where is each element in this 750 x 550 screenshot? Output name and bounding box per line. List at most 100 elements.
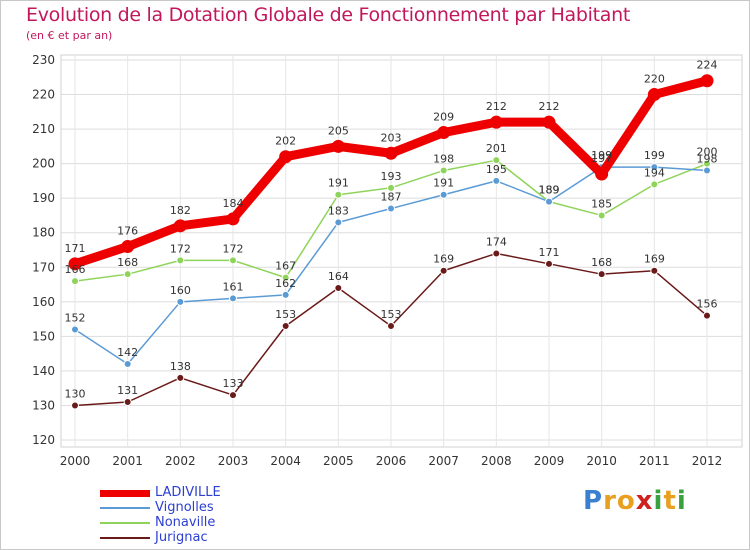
chart-subtitle: (en € et par an) xyxy=(26,29,113,42)
legend-swatch xyxy=(100,507,150,509)
data-label: 152 xyxy=(65,311,86,324)
data-point xyxy=(387,204,395,213)
data-label: 133 xyxy=(223,377,244,390)
line-chart: 120 130 140 150 160 170 180 190 200 210 220 230 2000… xyxy=(32,53,743,468)
data-point xyxy=(71,277,79,286)
x-tick-label: 2000 xyxy=(60,454,91,468)
data-label: 189 xyxy=(539,184,560,197)
data-label: 212 xyxy=(539,100,560,113)
x-tick-label: 2012 xyxy=(692,454,723,468)
data-point xyxy=(700,74,714,88)
data-point xyxy=(334,284,343,292)
data-label: 142 xyxy=(117,346,138,359)
data-point xyxy=(545,197,553,206)
data-point xyxy=(703,166,711,175)
x-tick-label: 2008 xyxy=(481,454,512,468)
logo-letter: x xyxy=(635,486,654,516)
y-tick-label: 120 xyxy=(32,433,55,447)
legend-label: Jurignac xyxy=(155,530,208,545)
y-tick-label: 190 xyxy=(32,191,55,205)
proxiti-logo: Proxiti xyxy=(583,486,687,516)
data-label: 171 xyxy=(539,246,560,259)
y-tick-label: 180 xyxy=(32,226,55,240)
data-label: 138 xyxy=(170,360,191,373)
data-point xyxy=(492,156,501,165)
data-label: 172 xyxy=(170,242,191,255)
logo-letter: t xyxy=(663,486,677,516)
data-point xyxy=(647,88,661,102)
data-point xyxy=(229,256,237,265)
data-point xyxy=(439,190,448,199)
data-label: 199 xyxy=(591,149,612,162)
data-point xyxy=(650,163,659,172)
y-tick-label: 140 xyxy=(32,364,55,378)
data-point xyxy=(334,190,343,199)
x-tick-label: 2001 xyxy=(112,454,143,468)
data-point xyxy=(173,219,187,233)
data-label: 197 xyxy=(591,152,612,165)
data-point xyxy=(123,270,132,279)
data-point xyxy=(176,297,185,306)
data-point xyxy=(492,249,501,258)
data-point xyxy=(68,257,82,271)
data-point xyxy=(121,240,135,254)
logo-letter: i xyxy=(676,486,687,516)
data-point xyxy=(226,212,240,226)
data-label: 153 xyxy=(381,308,402,321)
y-tick-label: 160 xyxy=(32,295,55,309)
logo-letter: i xyxy=(653,486,664,516)
legend-swatch xyxy=(100,490,150,497)
data-label: 156 xyxy=(697,298,718,311)
data-point xyxy=(279,150,293,164)
y-tick-label: 170 xyxy=(32,260,55,274)
data-label: 176 xyxy=(117,225,138,238)
data-label: 164 xyxy=(328,270,349,283)
data-point xyxy=(176,373,185,382)
data-label: 189 xyxy=(539,184,560,197)
data-label: 162 xyxy=(275,277,296,290)
data-label: 200 xyxy=(697,146,718,159)
y-tick-label: 220 xyxy=(32,88,55,102)
data-label: 205 xyxy=(328,124,349,137)
logo-letter: o xyxy=(616,486,636,516)
data-point xyxy=(597,211,606,220)
data-label: 182 xyxy=(170,204,191,217)
y-tick-label: 130 xyxy=(32,398,55,412)
data-point xyxy=(229,294,237,303)
data-label: 194 xyxy=(644,166,665,179)
data-label: 203 xyxy=(381,131,402,144)
data-label: 153 xyxy=(275,308,296,321)
x-tick-label: 2006 xyxy=(376,454,407,468)
data-point xyxy=(334,218,343,227)
legend-label: Nonaville xyxy=(155,515,216,530)
data-label: 187 xyxy=(381,191,402,204)
data-point xyxy=(489,115,503,129)
data-label: 202 xyxy=(275,135,296,148)
logo-letter: r xyxy=(603,486,617,516)
y-tick-label: 200 xyxy=(32,157,55,171)
data-point xyxy=(123,398,132,406)
data-label: 220 xyxy=(644,73,665,86)
x-tick-label: 2003 xyxy=(218,454,249,468)
x-tick-label: 2007 xyxy=(428,454,459,468)
y-tick-label: 150 xyxy=(32,329,55,343)
data-point xyxy=(703,311,711,320)
data-label: 191 xyxy=(433,177,454,190)
logo-letter: P xyxy=(583,486,604,516)
data-label: 130 xyxy=(65,387,86,400)
data-label: 184 xyxy=(223,197,244,210)
data-point xyxy=(545,259,553,268)
legend-label: LADIVILLE xyxy=(155,485,221,500)
x-tick-label: 2010 xyxy=(586,454,617,468)
data-label: 131 xyxy=(117,384,138,397)
data-label: 199 xyxy=(644,149,665,162)
data-point xyxy=(123,360,132,368)
data-point xyxy=(176,256,185,265)
data-label: 172 xyxy=(223,242,244,255)
x-tick-label: 2011 xyxy=(639,454,670,468)
x-tick-label: 2002 xyxy=(165,454,196,468)
data-point xyxy=(439,266,448,275)
legend-label: Vignolles xyxy=(155,500,214,515)
data-point xyxy=(229,391,237,400)
y-tick-label: 230 xyxy=(32,53,55,67)
